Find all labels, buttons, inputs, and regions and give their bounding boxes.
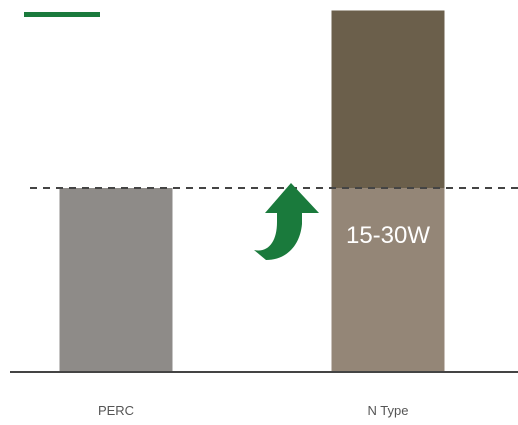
x-tick-label-n-type: N Type xyxy=(368,403,409,418)
bar-n-type-gain xyxy=(331,10,445,188)
green-accent-bar xyxy=(24,12,100,17)
bar-perc xyxy=(59,188,173,371)
x-tick-label-perc: PERC xyxy=(98,403,134,418)
bar-n-type-base xyxy=(331,188,445,371)
chart-marks xyxy=(59,10,445,371)
gain-label: 15-30W xyxy=(346,222,430,249)
upward-curved-arrow-icon xyxy=(254,183,319,260)
